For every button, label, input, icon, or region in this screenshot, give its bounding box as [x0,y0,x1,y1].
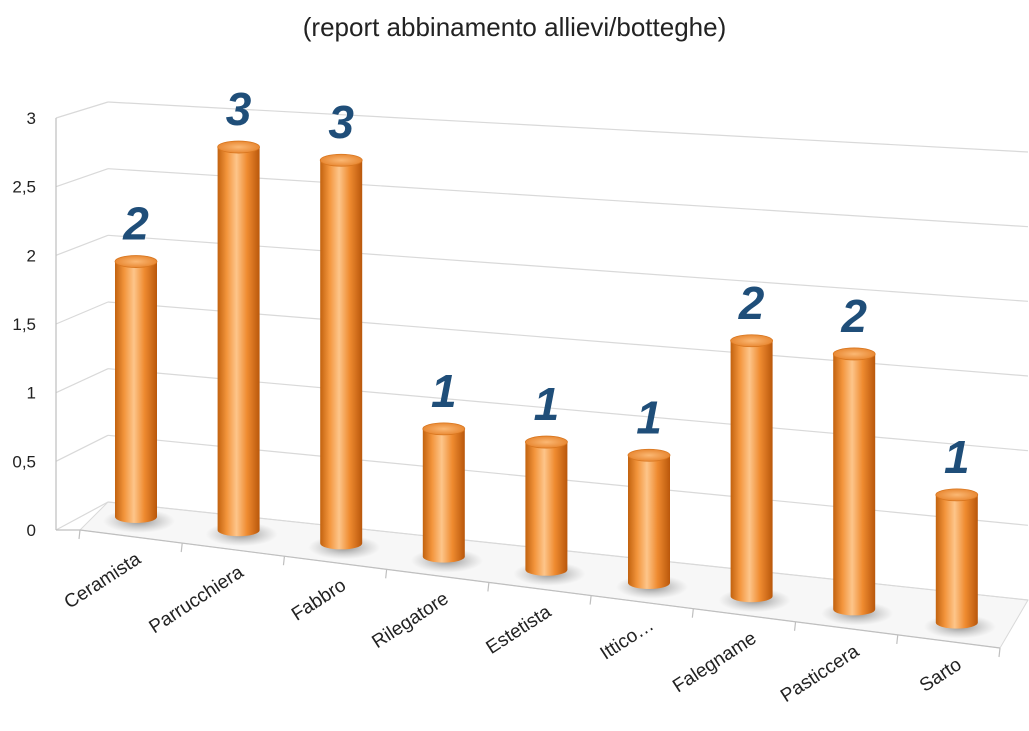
bar-top [217,140,261,154]
bar [935,494,978,629]
x-tick-label: Falegname [669,628,760,697]
x-tick-mark [896,634,899,644]
bar [730,340,773,603]
bar [217,147,260,537]
data-label: 1 [534,378,560,430]
bar-top [935,488,979,502]
x-tick-label: Ceramista [61,548,145,613]
y-tick-label: 1,5 [12,315,36,334]
data-label: 1 [944,431,970,483]
x-tick-label: Ittico… [597,615,658,665]
x-tick-label: Parrucchiera [146,562,248,639]
gridline-side [55,301,109,325]
x-tick-mark [385,569,388,579]
bar-top [422,422,466,436]
bar-top [525,435,568,449]
chart-title: (report abbinamento allievi/botteghe) [302,12,727,42]
gridline [107,101,1029,153]
data-label: 3 [226,83,252,135]
bar-top [319,153,363,167]
x-tick-label: Fabbro [288,575,350,625]
y-tick-label: 0,5 [12,452,36,471]
data-label: 2 [738,277,765,329]
gridline-side [55,101,109,119]
y-tick-label: 2 [27,246,36,265]
bar-top [114,255,158,268]
bar [422,428,465,563]
y-tick-label: 3 [27,109,36,128]
data-label: 2 [122,198,149,250]
x-tick-mark [180,543,183,553]
gridline-side [55,368,109,394]
gridline-side [55,234,109,256]
gridline-side [55,434,109,462]
bar-top [627,448,671,462]
bar [628,455,670,589]
x-tick-mark [793,621,797,631]
x-tick-mark [589,595,592,605]
bar-top [832,347,876,361]
data-label: 3 [328,96,354,148]
bar [833,353,876,616]
x-tick-mark [691,608,694,618]
data-label: 2 [840,290,867,342]
bar [320,160,363,550]
gridline [107,234,1029,302]
y-tick-label: 1 [27,384,36,403]
x-tick-mark [78,529,81,540]
x-tick-mark [282,556,286,566]
y-tick-label: 0 [27,521,36,540]
data-label: 1 [431,365,457,417]
x-tick-mark [998,647,1001,658]
gridline-side [55,501,109,531]
gridline [107,168,1029,228]
bar [525,442,568,576]
gridline-side [55,168,109,188]
x-tick-mark [487,582,490,592]
x-tick-label: Sarto [916,654,966,696]
bar [115,261,157,523]
y-tick-label: 2,5 [12,178,36,197]
x-axis-line [79,529,1001,649]
data-label: 1 [636,391,662,443]
x-tick-label: Estetista [483,601,556,659]
x-tick-label: Pasticcera [777,641,863,707]
x-tick-label: Rilegatore [368,588,452,653]
bar-top [730,334,773,348]
